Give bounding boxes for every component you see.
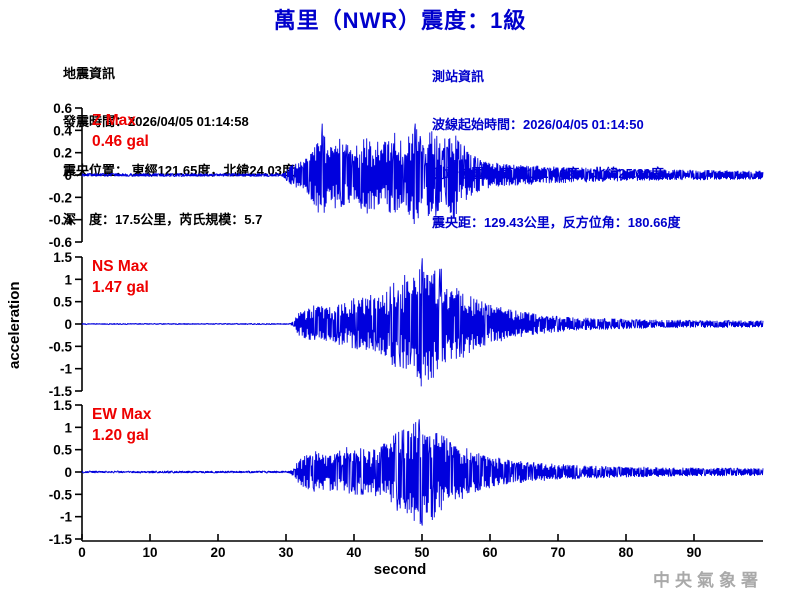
y-tick-label: 0.4 xyxy=(53,123,72,138)
ew-max-label: EW Max 1.20 gal xyxy=(92,404,151,446)
z-max-title: Z Max xyxy=(92,112,136,129)
y-tick-label: -0.2 xyxy=(49,190,72,205)
y-tick-label: -1 xyxy=(60,510,72,525)
y-tick-label: 0.2 xyxy=(53,146,72,161)
y-tick-label: 0 xyxy=(64,168,72,183)
x-axis-label: second xyxy=(373,561,427,578)
origin-time: 發震時間：2026/04/05 01:14:58 xyxy=(63,114,249,130)
trace-EW xyxy=(81,419,764,526)
y-axis-label: acceleration xyxy=(6,281,23,369)
x-tick-label: 50 xyxy=(414,545,429,560)
ns-max-value: 1.47 gal xyxy=(92,279,149,296)
z-max-label: Z Max 0.46 gal xyxy=(92,110,149,152)
y-tick-label: 0 xyxy=(64,465,72,480)
y-tick-label: -1.5 xyxy=(49,532,73,547)
y-tick-label: -0.4 xyxy=(49,213,73,228)
x-tick-label: 80 xyxy=(618,545,633,560)
y-tick-label: -0.5 xyxy=(49,339,73,354)
epicentral-distance: 震央距：129.43公里，反方位角：180.66度 xyxy=(432,215,681,231)
x-tick-label: 10 xyxy=(142,545,157,560)
earthquake-info-heading: 地震資訊 xyxy=(63,65,116,81)
y-tick-label: -0.5 xyxy=(49,487,73,502)
x-tick-label: 40 xyxy=(346,545,361,560)
y-tick-label: -0.6 xyxy=(49,235,73,250)
x-tick-label: 0 xyxy=(78,545,86,560)
station-info-heading: 測站資訊 xyxy=(432,68,485,84)
z-max-value: 0.46 gal xyxy=(92,133,149,150)
agency-watermark: 中央氣象署 xyxy=(653,571,763,590)
ns-max-label: NS Max 1.47 gal xyxy=(92,256,149,298)
y-tick-label: 0.5 xyxy=(53,295,72,310)
ew-max-value: 1.20 gal xyxy=(92,427,149,444)
x-tick-label: 20 xyxy=(210,545,225,560)
y-tick-label: 0 xyxy=(64,317,72,332)
y-tick-label: 0.6 xyxy=(53,101,72,116)
x-tick-label: 70 xyxy=(550,545,565,560)
x-tick-label: 90 xyxy=(686,545,701,560)
ew-max-title: EW Max xyxy=(92,406,152,423)
wave-start-time: 波線起始時間：2026/04/05 01:14:50 xyxy=(432,117,644,133)
y-tick-label: 0.5 xyxy=(53,443,72,458)
y-tick-label: -1.5 xyxy=(49,384,73,399)
x-tick-label: 60 xyxy=(482,545,497,560)
y-tick-label: 1 xyxy=(64,420,72,435)
y-tick-label: -1 xyxy=(60,362,72,377)
trace-Z xyxy=(81,123,764,225)
y-tick-label: 1.5 xyxy=(53,398,72,413)
x-tick-label: 30 xyxy=(278,545,293,560)
page-title: 萬里（NWR）震度：1級 xyxy=(273,8,527,33)
y-tick-label: 1.5 xyxy=(53,250,72,265)
ns-max-title: NS Max xyxy=(92,258,148,275)
trace-NS xyxy=(81,258,764,387)
depth-magnitude: 深 度：17.5公里，芮氏規模：5.7 xyxy=(63,212,263,228)
y-tick-label: 1 xyxy=(64,272,72,287)
